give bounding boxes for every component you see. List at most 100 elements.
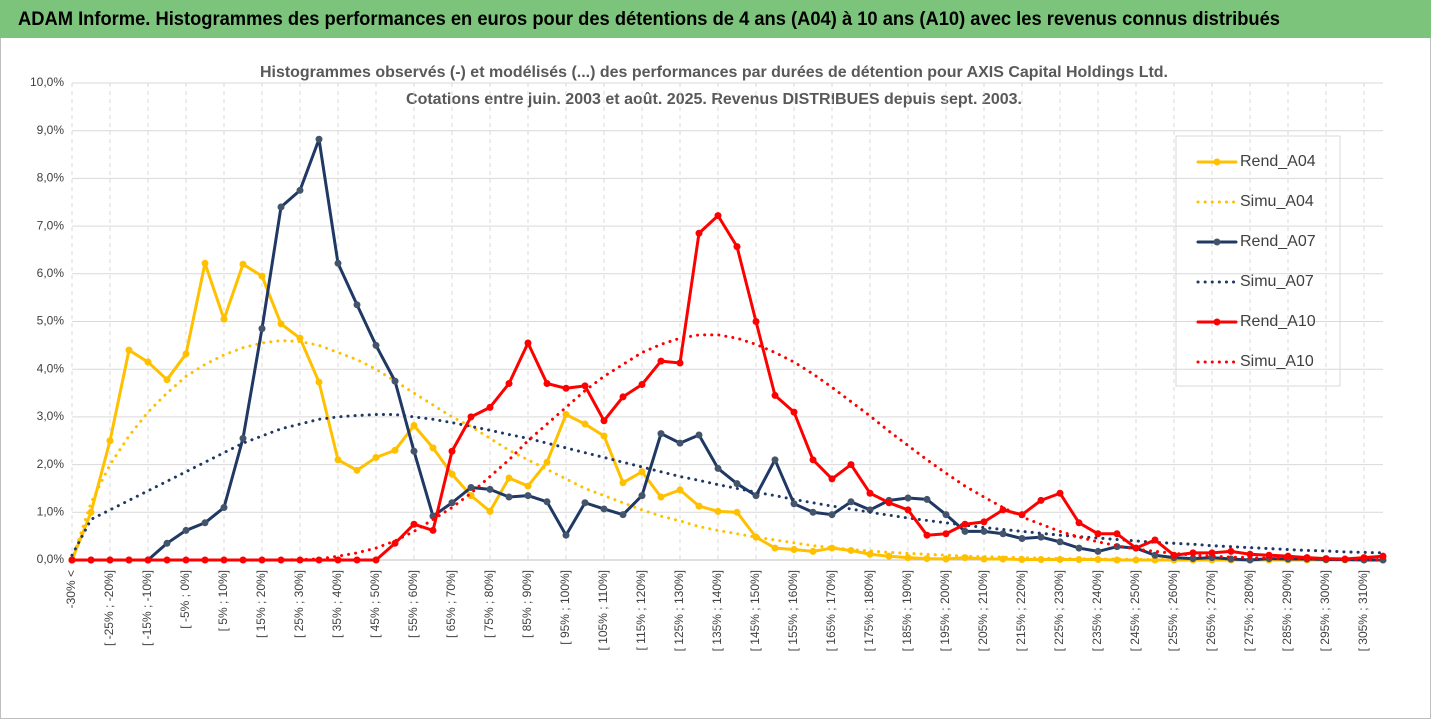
- series-line: [70, 339, 1385, 562]
- point: [904, 506, 912, 514]
- x-tick-label: [ 135% ; 140%]: [710, 570, 724, 651]
- point: [258, 272, 266, 280]
- point: [220, 315, 228, 323]
- point: [87, 508, 95, 516]
- point: [1189, 555, 1197, 563]
- point: [163, 556, 171, 564]
- point: [334, 259, 342, 267]
- point: [923, 495, 931, 503]
- point: [828, 475, 836, 483]
- point: [201, 519, 209, 527]
- point: [714, 464, 722, 472]
- point: [714, 507, 722, 515]
- point: [1056, 489, 1064, 497]
- point: [980, 518, 988, 526]
- point: [353, 466, 361, 474]
- point: [562, 384, 570, 392]
- point: [467, 492, 475, 500]
- point: [600, 417, 608, 425]
- point: [866, 489, 874, 497]
- point: [847, 461, 855, 469]
- point: [334, 556, 342, 564]
- point: [1189, 549, 1197, 557]
- point: [1075, 519, 1083, 527]
- y-tick-label: 3,0%: [37, 409, 65, 423]
- point: [790, 546, 798, 554]
- x-tick-label: [ 275% ; 280%]: [1242, 570, 1256, 651]
- point: [296, 334, 304, 342]
- point: [657, 430, 665, 438]
- point: [828, 511, 836, 519]
- x-tick-label: [ 245% ; 250%]: [1128, 570, 1142, 651]
- series-line: [70, 214, 1385, 562]
- point: [980, 527, 988, 535]
- legend-label: Simu_A07: [1240, 273, 1314, 290]
- point: [391, 446, 399, 454]
- x-tick-label: [ 295% ; 300%]: [1318, 570, 1332, 651]
- point: [467, 483, 475, 491]
- point: [106, 437, 114, 445]
- legend-marker: [1213, 238, 1221, 246]
- point: [1208, 549, 1216, 557]
- point: [999, 530, 1007, 538]
- chart-title: ADAM Informe. Histogrammes des performan…: [18, 9, 1280, 30]
- point: [1151, 551, 1159, 559]
- x-tick-label: [ 185% ; 190%]: [900, 570, 914, 651]
- point: [296, 186, 304, 194]
- point: [486, 403, 494, 411]
- x-tick-label: [ 225% ; 230%]: [1052, 570, 1066, 651]
- point: [942, 530, 950, 538]
- x-tick-label: [ 255% ; 260%]: [1166, 570, 1180, 651]
- x-tick-label: [ 65% ; 70%]: [444, 570, 458, 638]
- point: [410, 421, 418, 429]
- x-tick-label: [ 105% ; 110%]: [596, 570, 610, 651]
- x-tick-label: [ -5% ; 0%]: [178, 570, 192, 629]
- point: [410, 520, 418, 528]
- point: [182, 350, 190, 358]
- point: [1094, 530, 1102, 538]
- point: [410, 447, 418, 455]
- point: [486, 507, 494, 515]
- point: [505, 380, 513, 388]
- legend-box: [1175, 135, 1341, 387]
- point: [429, 444, 437, 452]
- y-tick-label: 6,0%: [37, 266, 65, 280]
- y-tick-label: 1,0%: [37, 504, 65, 518]
- point: [1094, 547, 1102, 555]
- point: [372, 453, 380, 461]
- point: [619, 393, 627, 401]
- x-tick-label: [ -15% ; -10%]: [140, 570, 154, 646]
- point: [277, 320, 285, 328]
- point: [847, 498, 855, 506]
- subtitle: Histogrammes observés (-) et modélisés (…: [260, 64, 1168, 81]
- x-tick-label: [ 155% ; 160%]: [786, 570, 800, 651]
- point: [353, 301, 361, 309]
- point: [733, 508, 741, 516]
- point: [543, 498, 551, 506]
- point: [277, 556, 285, 564]
- point: [315, 135, 323, 143]
- point: [391, 377, 399, 385]
- y-tick-label: 8,0%: [37, 171, 65, 185]
- x-tick-label: [ -25% ; -20%]: [102, 570, 116, 646]
- point: [372, 341, 380, 349]
- point: [524, 339, 532, 347]
- point: [923, 531, 931, 539]
- y-tick-label: 7,0%: [37, 218, 65, 232]
- point: [429, 526, 437, 534]
- x-tick-label: [ 75% ; 80%]: [482, 570, 496, 638]
- point: [543, 380, 551, 388]
- point: [524, 482, 532, 490]
- y-tick-label: 9,0%: [37, 123, 65, 137]
- x-tick-label: [ 15% ; 20%]: [254, 570, 268, 638]
- series-line: [70, 333, 1385, 562]
- point: [885, 552, 893, 560]
- legend-marker: [1213, 318, 1221, 326]
- point: [961, 520, 969, 528]
- point: [752, 318, 760, 325]
- y-tick-label: 4,0%: [37, 361, 65, 375]
- point: [239, 434, 247, 442]
- point: [809, 456, 817, 464]
- point: [448, 447, 456, 455]
- point: [904, 554, 912, 562]
